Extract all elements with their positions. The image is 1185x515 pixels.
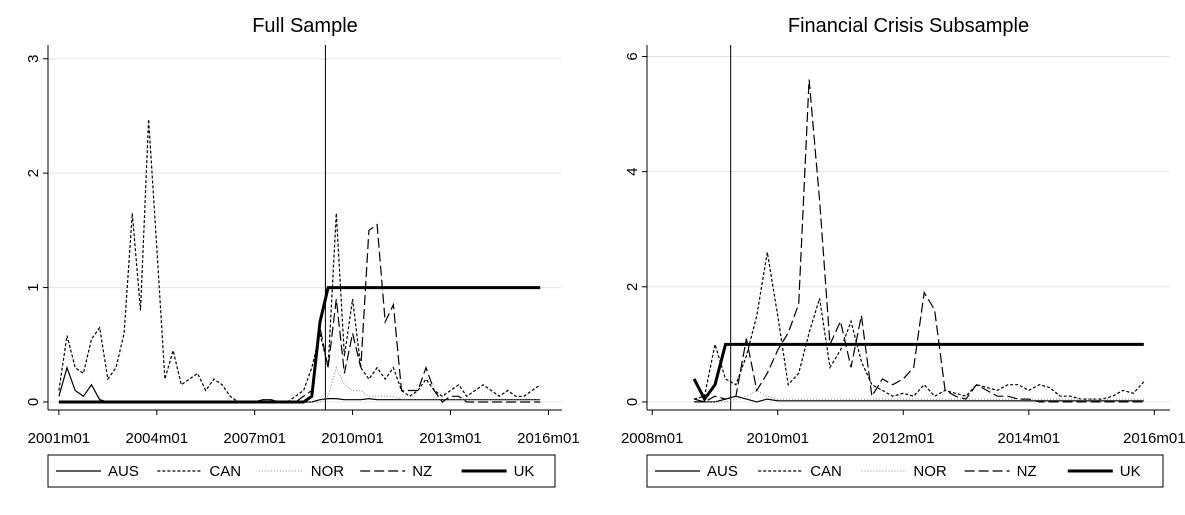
series-line (694, 389, 1144, 403)
y-tick-label: 6 (624, 52, 641, 60)
legend-label: AUS (707, 463, 738, 480)
series-line (694, 79, 1144, 403)
legend-label: NOR (311, 463, 345, 480)
panel: Financial Crisis Subsample 0 2 4 6 2008m01 201… (621, 15, 1185, 488)
legend-label: UK (1120, 463, 1141, 480)
y-tick-label: 2 (624, 283, 641, 291)
y-tick-label: 0 (624, 398, 641, 406)
x-tick-label: 2001m01 (28, 430, 91, 447)
x-tick-label: 2004m01 (126, 430, 189, 447)
x-tick-label: 2013m01 (419, 430, 482, 447)
plot-area (647, 45, 1170, 410)
x-tick-label: 2016m01 (517, 430, 580, 447)
x-tick-label: 2008m01 (621, 430, 684, 447)
x-tick-label: 2016m01 (1123, 430, 1185, 447)
chart-title: Full Sample (252, 15, 358, 37)
series-line (58, 119, 541, 403)
x-tick-label: 2014m01 (998, 430, 1061, 447)
x-tick-label: 2012m01 (872, 430, 935, 447)
legend-label: UK (514, 463, 535, 480)
plot-area (48, 45, 562, 410)
y-tick-label: 4 (624, 167, 641, 175)
y-tick-label: 1 (25, 283, 42, 291)
legend-label: CAN (209, 463, 241, 480)
panel: Full Sample 0 1 2 3 2001m01 2004m01 2007m01 2010… (25, 15, 580, 488)
legend-label: AUS (108, 463, 139, 480)
series-line (58, 223, 541, 403)
x-tick-label: 2010m01 (321, 430, 384, 447)
series-line (58, 286, 541, 404)
y-tick-label: 2 (25, 169, 42, 177)
legend-label: NZ (1017, 463, 1037, 480)
legend-label: CAN (810, 463, 842, 480)
x-tick-label: 2007m01 (223, 430, 286, 447)
series-line (693, 395, 1144, 403)
y-tick-label: 3 (25, 55, 42, 63)
series-line (693, 252, 1145, 400)
legend-label: NOR (913, 463, 947, 480)
legend-label: NZ (412, 463, 432, 480)
y-tick-label: 0 (25, 398, 42, 406)
legend: AUS CAN NOR NZ UK (47, 454, 556, 488)
series-line (692, 342, 1144, 402)
legend: AUS CAN NOR NZ UK (646, 454, 1164, 488)
chart-title: Financial Crisis Subsample (788, 15, 1029, 37)
x-tick-label: 2010m01 (746, 430, 809, 447)
